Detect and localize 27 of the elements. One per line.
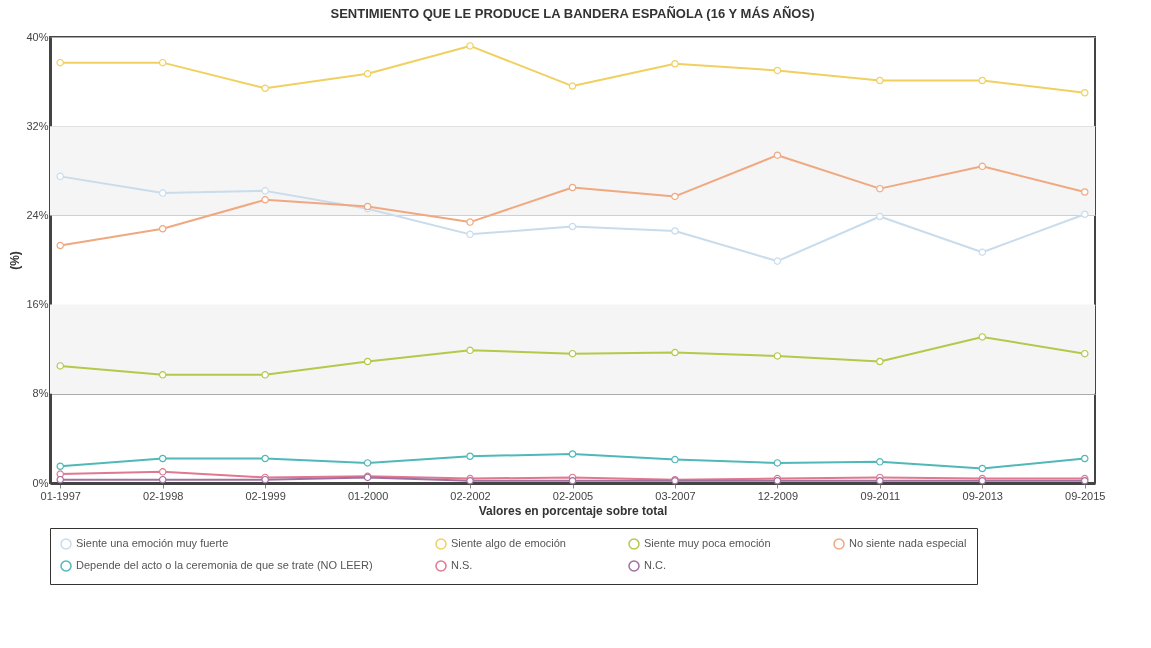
y-tick-label: 32% (26, 119, 49, 132)
legend-label: N.S. (451, 559, 473, 571)
legend-label: No siente nada especial (849, 537, 967, 549)
legend-label: Siente muy poca emoción (644, 537, 771, 549)
x-tick-label: 02-2005 (552, 489, 594, 502)
x-tick-label: 09-2013 (962, 489, 1003, 502)
y-tick-label: 8% (32, 387, 49, 400)
x-tick-label: 09-2011 (860, 489, 901, 502)
x-tick-label: 01-1997 (40, 489, 81, 502)
x-tick-label: 12-2009 (757, 489, 799, 502)
y-tick-label: 40% (26, 30, 49, 43)
y-tick-label: 16% (26, 298, 49, 311)
x-axis-title: Valores en porcentaje sobre total (478, 503, 668, 518)
x-tick-label: 09-2015 (1065, 489, 1106, 502)
y-tick-label: 0% (32, 476, 49, 489)
x-tick-label: 02-2002 (450, 489, 491, 502)
x-tick-label: 03-2007 (655, 489, 696, 502)
legend-label: Depende del acto o la ceremonia de que se trate (NO LEER) (76, 559, 373, 571)
legend-label: Siente una emoción muy fuerte (76, 537, 229, 549)
chart-title: SENTIMIENTO QUE LE PRODUCE LA BANDERA ESPAÑOLA (16 Y MÁS AÑOS) (330, 6, 815, 21)
x-tick-label: 02-1998 (143, 489, 184, 502)
legend-label: N.C. (644, 559, 666, 571)
legend-label: Siente algo de emoción (451, 537, 566, 549)
y-axis-title: (%) (8, 251, 23, 270)
y-tick-label: 24% (26, 208, 49, 221)
x-tick-label: 01-2000 (347, 489, 389, 502)
x-tick-label: 02-1999 (245, 489, 286, 502)
